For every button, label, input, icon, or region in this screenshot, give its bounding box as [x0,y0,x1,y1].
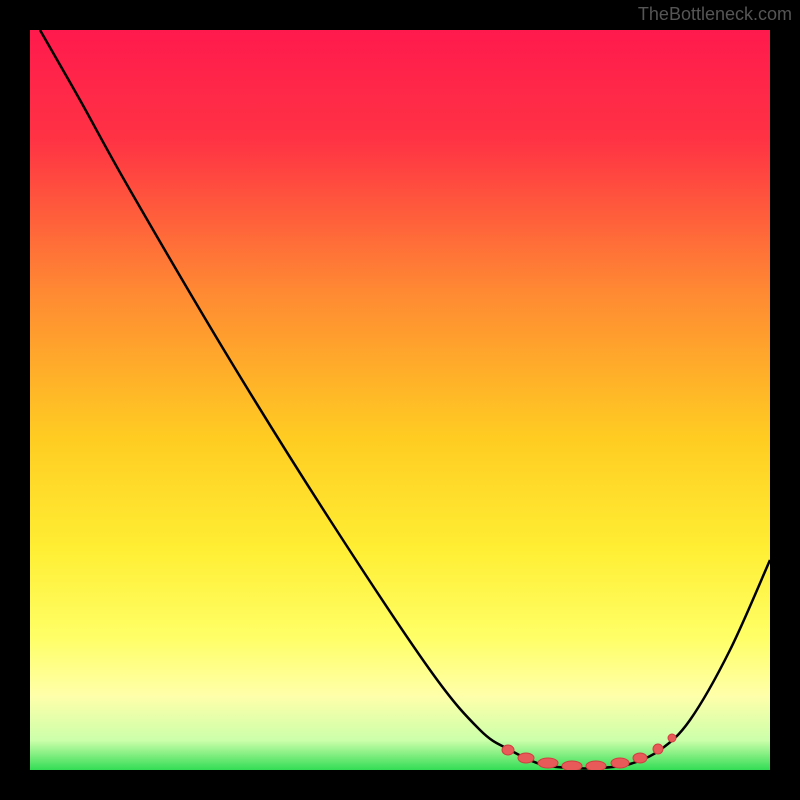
valley-dot [538,758,558,768]
valley-dot [668,734,676,742]
valley-dot [502,745,514,755]
valley-dot [633,753,647,763]
valley-dot [586,761,606,770]
chart-background [30,30,770,770]
valley-dot [562,761,582,770]
valley-dot [518,753,534,763]
valley-dot [653,744,663,754]
watermark-text: TheBottleneck.com [638,4,792,25]
chart-container [30,30,770,770]
bottleneck-chart [30,30,770,770]
valley-dot [611,758,629,768]
